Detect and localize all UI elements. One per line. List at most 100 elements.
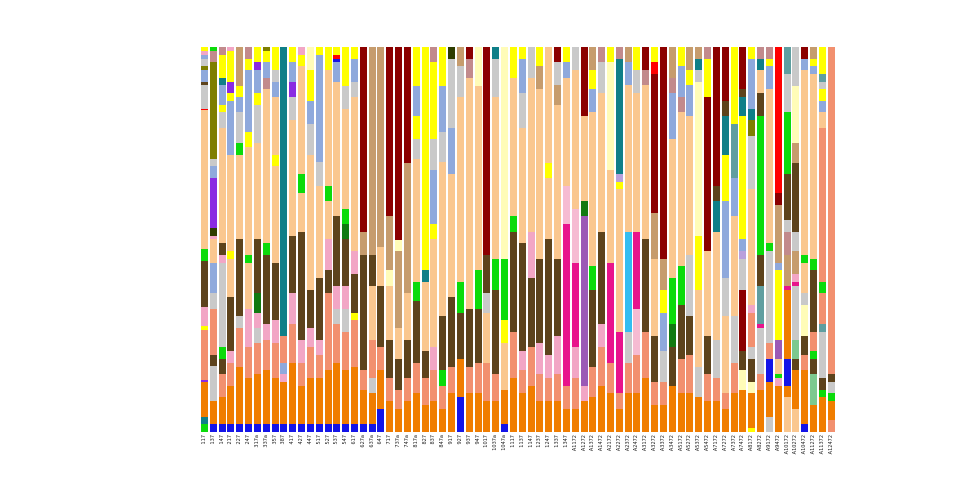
- bar-segment-brown: [306, 289, 314, 329]
- bar-segment-brown: [810, 358, 818, 375]
- bar-column: A1472: [597, 47, 606, 467]
- x-tick-label: A11272: [810, 435, 817, 455]
- bar-segment-orange: [430, 401, 438, 432]
- bar-segment-peach: [227, 258, 235, 298]
- bar-segment-cream: [739, 370, 747, 390]
- bar-segment-brown: [483, 254, 491, 294]
- bar-segment-lightblue: [236, 97, 244, 113]
- bar-segment-yellow: [236, 85, 244, 98]
- bar-segment-silver: [342, 85, 350, 109]
- bar-segment-peach: [448, 174, 456, 298]
- x-tick-label: 637a: [368, 435, 375, 448]
- x-tick-label: 147: [218, 435, 225, 445]
- bar-segment-brown: [589, 289, 597, 367]
- bar-column: A5272: [686, 47, 695, 467]
- bar-column: 247: [244, 47, 253, 467]
- bar-segment-brown: [712, 185, 720, 201]
- bar-segment-silver: [527, 47, 535, 78]
- bar-segment-purple: [253, 62, 261, 71]
- bar-segment-peach: [465, 77, 473, 309]
- bar-segment-lightblue: [677, 66, 685, 98]
- bar-segment-cadet: [818, 73, 826, 82]
- bar-segment-tan: [403, 162, 411, 294]
- bar-segment-tan: [624, 47, 632, 63]
- bar-column: 217: [226, 47, 235, 467]
- bar-segment-orange: [474, 393, 482, 432]
- bar-column: 147: [218, 47, 227, 467]
- bar-segment-cream: [792, 85, 800, 144]
- bar-segment-tan: [792, 251, 800, 275]
- x-tick-label: 947: [474, 435, 481, 445]
- bar-segment-brown: [545, 239, 553, 355]
- bar-segment-olive: [262, 47, 270, 51]
- bar-segment-yellow: [350, 47, 358, 59]
- bar-segment-maroon: [704, 97, 712, 252]
- bar-segment-orange: [298, 385, 306, 425]
- bar-segment-peach: [518, 127, 526, 244]
- bar-column: A12472: [827, 47, 836, 467]
- bar-segment-maroon: [386, 47, 394, 217]
- bar-segment-cream: [395, 239, 403, 252]
- bar-segment-green: [810, 258, 818, 271]
- bar-segment-tan: [695, 47, 703, 59]
- bar-segment-pink: [289, 293, 297, 325]
- bar-segment-green: [324, 185, 332, 201]
- x-tick-label: A7472: [739, 435, 746, 452]
- bar-segment-brown: [721, 100, 729, 117]
- bar-segment-blue: [324, 424, 332, 432]
- bar-segment-brown: [598, 231, 606, 325]
- bar-segment-maroon: [642, 47, 650, 71]
- x-tick-label: 937: [465, 435, 472, 445]
- bar-segment-orange: [783, 385, 791, 398]
- stacked-bar: [403, 47, 411, 432]
- stacked-bar: [333, 47, 341, 432]
- bar-column: 1147: [527, 47, 536, 467]
- stacked-bar: [598, 47, 606, 432]
- bar-segment-brown: [757, 93, 765, 117]
- bar-segment-silver: [236, 112, 244, 144]
- x-tick-label: A2372: [624, 435, 631, 452]
- bar-segment-brown: [218, 358, 226, 375]
- bar-segment-peach: [598, 93, 606, 232]
- bar-segment-maroon: [774, 193, 782, 205]
- bar-segment-salmon: [439, 385, 447, 409]
- bar-segment-brown: [227, 297, 235, 352]
- stacked-bar: [527, 47, 535, 432]
- bar-segment-teal: [748, 108, 756, 121]
- bar-segment-lightblue: [289, 62, 297, 82]
- bar-segment-salmon: [430, 370, 438, 402]
- bar-segment-orange: [289, 362, 297, 425]
- bar-column: A3272: [650, 47, 659, 467]
- bar-segment-tan: [536, 66, 544, 90]
- x-tick-label: A9472: [774, 435, 781, 452]
- bar-segment-cream: [801, 304, 809, 336]
- bar-segment-orange: [377, 370, 385, 409]
- bar-segment-tan: [236, 47, 244, 86]
- bar-segment-silver: [765, 251, 773, 344]
- bar-segment-orange: [324, 370, 332, 425]
- bar-segment-silver: [439, 131, 447, 163]
- bar-segment-puce: [668, 77, 676, 94]
- x-tick-label: 387: [280, 435, 287, 445]
- bar-segment-maroon: [721, 47, 729, 101]
- bar-segment-green: [818, 389, 826, 398]
- bar-segment-tan: [456, 47, 464, 67]
- x-tick-label: A7372: [730, 435, 737, 452]
- bar-segment-peach: [757, 70, 765, 94]
- bar-segment-lightblue: [448, 127, 456, 175]
- bar-segment-blue: [783, 358, 791, 386]
- bar-segment-silver: [721, 277, 729, 317]
- bar-column: 847a: [438, 47, 447, 467]
- bar-segment-violet: [774, 339, 782, 359]
- bar-segment-cadet: [730, 124, 738, 178]
- bar-segment-peach: [395, 328, 403, 359]
- bar-segment-salmon: [253, 343, 261, 375]
- bar-segment-maroon: [651, 73, 659, 213]
- bar-segment-yellow: [430, 224, 438, 240]
- x-tick-label: A5472: [704, 435, 711, 452]
- bar-segment-orange: [245, 378, 253, 425]
- bar-segment-puce: [262, 77, 270, 90]
- bar-segment-salmon: [412, 362, 420, 394]
- bar-segment-peach: [562, 77, 570, 186]
- bar-segment-salmon: [677, 358, 685, 394]
